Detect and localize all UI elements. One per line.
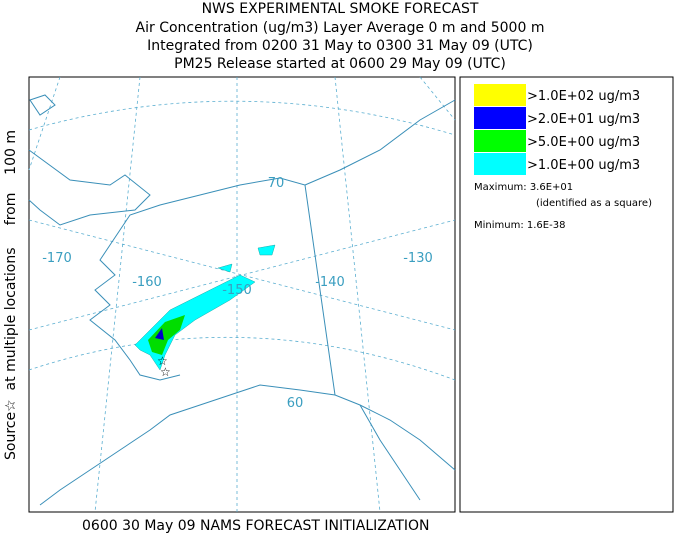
map-label: -160 [132,275,162,290]
graticule [28,336,456,381]
map-label: 60 [287,396,304,411]
title: NWS EXPERIMENTAL SMOKE FORECAST [202,1,479,17]
legend: >1.0E+02 ug/m3 >2.0E+01 ug/m3 >5.0E+00 ug/… [474,84,640,175]
source-marker: ☆ [157,354,168,368]
source-marker: ☆ [160,365,171,379]
plume [148,315,185,355]
map: ☆ ☆ -170 -160 -150 -140 -130 70 60 [28,76,456,513]
legend-swatch [474,130,526,152]
header: NWS EXPERIMENTAL SMOKE FORECAST Air Conc… [136,1,545,72]
coastline [39,177,456,506]
maximum-note: (identified as a square) [536,198,652,209]
coastline [28,94,151,226]
plume [134,244,276,371]
maximum: Maximum: 3.6E+01 [474,182,573,193]
coastline [304,99,456,501]
legend-label: >1.0E+02 ug/m3 [527,89,640,104]
minimum: Minimum: 1.6E-38 [474,220,565,231]
side-label: Source☆ at multiple locations from 100 m [3,130,19,460]
map-label: 70 [268,176,285,191]
footer: 0600 30 May 09 NAMS FORECAST INITIALIZAT… [82,518,430,534]
legend-label: >1.0E+00 ug/m3 [527,158,640,173]
map-label: -170 [42,251,72,266]
plume [155,328,164,340]
legend-swatch [474,153,526,175]
legend-swatch [474,107,526,129]
legend-label: >5.0E+00 ug/m3 [527,135,640,150]
subtitle: PM25 Release started at 0600 29 May 09 (… [174,56,506,72]
subtitle: Integrated from 0200 31 May to 0300 31 M… [147,38,533,54]
subtitle: Air Concentration (ug/m3) Layer Average … [136,20,545,36]
graticule [28,100,456,136]
legend-swatch [474,84,526,106]
map-label: -150 [222,283,252,298]
map-label: -140 [315,275,345,290]
legend-label: >2.0E+01 ug/m3 [527,112,640,127]
map-label: -130 [403,251,433,266]
